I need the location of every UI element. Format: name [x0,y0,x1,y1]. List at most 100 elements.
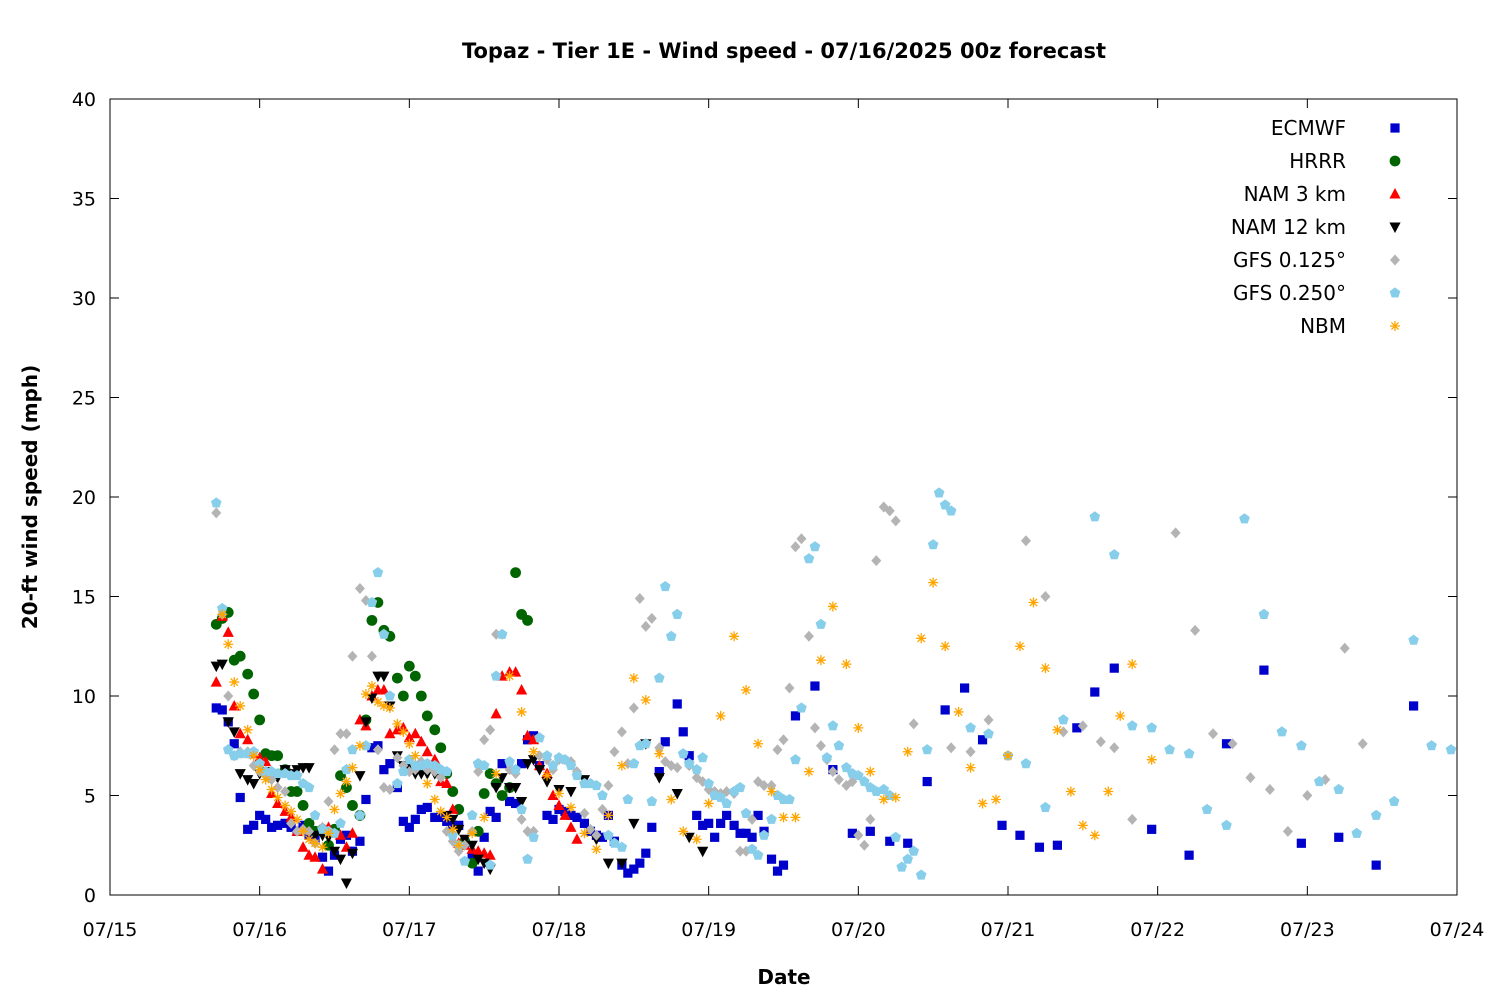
data-point [554,788,564,799]
data-point [309,830,321,842]
data-point [677,748,689,759]
data-point [366,681,377,692]
data-point [367,743,377,753]
data-point [691,834,702,845]
data-point [228,727,240,738]
data-point [360,717,372,728]
data-point [1115,710,1126,721]
data-point [641,848,651,858]
data-point [1077,820,1088,831]
data-point [317,842,328,853]
data-point [516,813,527,825]
data-point [616,841,628,852]
data-point [385,759,395,769]
data-point [579,818,590,828]
data-point [1052,840,1062,850]
data-point [729,631,740,642]
data-point [378,628,390,639]
data-point [1208,728,1219,740]
data-point [398,766,409,777]
data-point [298,826,309,837]
data-point [303,763,315,774]
data-point [222,744,234,755]
data-point [1184,850,1194,860]
data-point [1146,754,1157,765]
data-point [603,780,614,792]
data-point [467,852,477,862]
data-point [1190,624,1201,636]
data-point [378,684,390,695]
data-point [715,710,726,721]
data-point [659,580,671,592]
data-point [347,800,358,811]
data-point [309,809,321,820]
data-point [566,810,576,820]
data-point [853,829,864,841]
data-point [479,812,490,823]
data-point [579,807,590,819]
data-point [415,735,427,747]
data-point [223,690,234,702]
data-point [384,690,396,701]
series-hrrr [210,567,533,869]
data-point [616,760,627,771]
data-point [890,831,902,842]
data-point [784,793,795,805]
data-point [603,810,614,821]
data-point [772,866,783,876]
data-point [1108,549,1120,560]
data-point [505,796,515,807]
legend-marker [1390,123,1400,133]
data-point [467,828,478,839]
data-point [927,539,939,550]
data-point [716,818,726,828]
x-tick-label: 07/23 [1280,919,1335,941]
data-point [248,779,260,790]
data-point [211,703,221,713]
data-point [347,744,358,755]
data-point [528,831,539,842]
data-point [297,841,309,852]
data-point [858,775,870,787]
data-point [366,614,378,626]
data-point [403,660,415,672]
data-point [810,681,820,691]
data-point [559,754,571,765]
data-point [279,805,291,816]
data-point [1095,736,1106,748]
data-point [490,783,502,794]
data-point [660,737,670,747]
data-point [421,758,433,769]
data-point [466,840,478,852]
data-point [447,786,459,797]
data-point [210,676,222,687]
data-point [833,774,844,786]
data-point [597,832,608,842]
data-point [721,786,732,798]
data-point [815,740,826,752]
data-point [809,722,820,734]
legend-marker [1390,321,1400,331]
data-point [522,825,533,837]
data-point [704,818,714,828]
data-point [441,777,453,789]
data-point [1126,720,1138,731]
data-point [335,728,346,740]
data-point [542,770,553,781]
data-point [1109,663,1119,673]
data-point [272,782,283,794]
data-point [790,541,801,553]
data-point [1058,726,1069,738]
data-point [354,740,365,751]
x-tick-label: 07/20 [831,919,886,941]
data-point [646,795,658,806]
data-point [1103,786,1114,797]
series-gfs-0-125- [211,501,1368,857]
data-point [421,710,433,722]
data-point [260,774,271,785]
data-point [242,668,254,680]
data-point [242,724,253,735]
data-point [997,820,1007,830]
data-point [534,732,545,743]
